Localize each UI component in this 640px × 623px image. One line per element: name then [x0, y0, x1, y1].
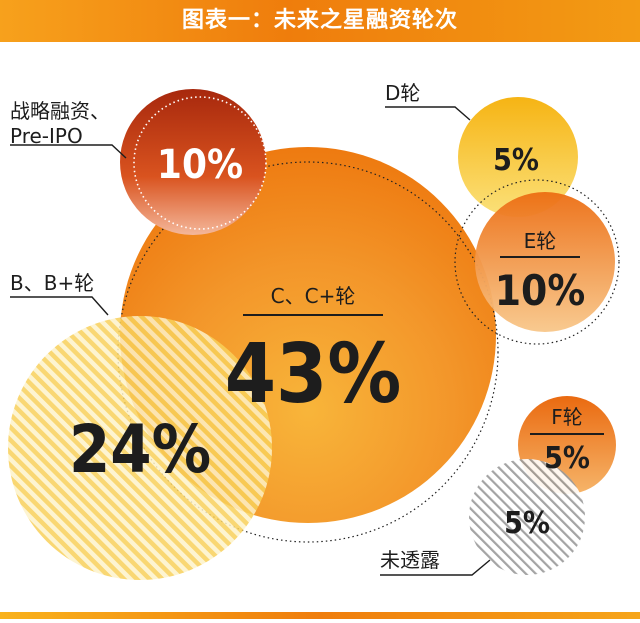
label-d-round: D轮	[385, 81, 420, 105]
label-c-round: C、C+轮	[271, 284, 356, 308]
label-e-round: E轮	[524, 229, 557, 253]
title-banner	[0, 0, 640, 42]
chart-title: 图表一：未来之星融资轮次	[181, 8, 458, 33]
label-b-round: B、B+轮	[10, 271, 94, 295]
leader-d	[385, 106, 471, 121]
value-e-round: 10%	[495, 266, 585, 315]
dotted-ring-c	[117, 161, 499, 543]
bubble-b-round	[8, 316, 272, 580]
bubble-e-round	[475, 192, 615, 332]
value-d-round: 5%	[493, 143, 539, 178]
label-strategic-line2: Pre-IPO	[10, 124, 83, 148]
bubble-strategic	[120, 89, 266, 235]
leader-undisclosed	[380, 559, 491, 576]
leader-b	[10, 296, 109, 316]
label-strategic-line1: 战略融资、	[10, 99, 110, 123]
leader-strategic	[10, 144, 127, 159]
value-c-round: 43%	[225, 327, 402, 422]
bottom-rule	[0, 612, 640, 619]
value-f-round: 5%	[544, 441, 590, 476]
value-strategic: 10%	[157, 142, 243, 188]
label-undisclosed: 未透露	[380, 548, 440, 572]
value-b-round: 24%	[69, 411, 211, 488]
value-undisclosed: 5%	[504, 506, 550, 541]
bubble-undisclosed	[469, 459, 585, 575]
dotted-ring-strategic	[133, 96, 267, 230]
label-f-round: F轮	[551, 405, 583, 429]
dotted-ring-e	[454, 179, 620, 345]
bubble-d-round	[458, 97, 578, 217]
